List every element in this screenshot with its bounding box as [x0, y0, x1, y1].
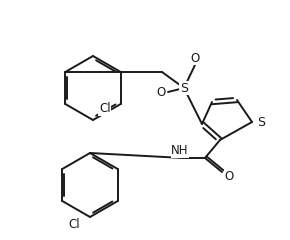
- Text: S: S: [180, 82, 188, 95]
- Text: O: O: [190, 52, 200, 65]
- Text: O: O: [156, 85, 166, 98]
- Text: Cl: Cl: [68, 218, 80, 232]
- Text: Cl: Cl: [99, 102, 111, 115]
- Text: NH: NH: [171, 144, 189, 157]
- Text: O: O: [224, 170, 234, 184]
- Text: S: S: [257, 115, 265, 128]
